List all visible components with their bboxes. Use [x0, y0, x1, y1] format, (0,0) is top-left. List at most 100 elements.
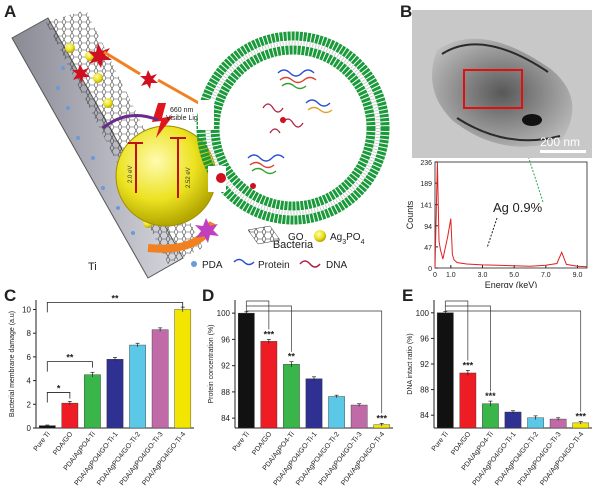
y-axis-label: DNA intact ratio (%) — [407, 333, 414, 394]
ag-pointer — [486, 217, 498, 249]
comparison-line — [445, 300, 469, 361]
x-tick-label: 3.0 — [478, 272, 488, 279]
ev1-label: 2.0 eV — [128, 166, 134, 183]
y-tick-label: 88 — [420, 386, 429, 395]
panel-letter-b: B — [400, 2, 413, 21]
x-tick-label: PDA/AgPO4/GO-Ti-4 — [340, 431, 386, 487]
y-tick-label: 96 — [420, 334, 429, 343]
bar — [260, 341, 278, 429]
y-tick-label: 92 — [221, 362, 230, 371]
band-diagram — [128, 137, 186, 198]
bar — [151, 329, 169, 429]
x-tick-label: PDA/AgPO4/GO-Ti-1 — [74, 431, 120, 487]
y-tick-label: 2 — [27, 400, 32, 409]
x-tick-label: PDA/AgPO4/GO-Ti-2 — [295, 431, 341, 487]
bar — [283, 364, 300, 429]
y-tick-label: 4 — [27, 377, 32, 386]
legend-ag-icon — [314, 230, 326, 242]
significance-label: ** — [111, 293, 119, 303]
bar — [350, 404, 368, 429]
legend-pda-icon — [191, 261, 197, 267]
eds-y-label: Counts — [405, 200, 415, 229]
y-axis-label: Protein concentration (%) — [208, 325, 215, 404]
visible-light-label: 660 nm Visible Light — [166, 107, 204, 122]
y-tick-label: 10 — [22, 305, 31, 314]
x-tick-label: 7.0 — [541, 272, 551, 279]
scalebar-label: 200 nm — [540, 135, 580, 149]
x-tick-label: PDA/AgPO4/GO-Ti-2 — [96, 431, 142, 487]
bar — [436, 312, 454, 429]
y-tick-label: 0 — [428, 266, 432, 273]
ti-label: Ti — [88, 261, 97, 273]
bar — [61, 402, 79, 429]
significance-label: *** — [485, 391, 496, 401]
significance-label: *** — [575, 412, 586, 422]
scalebar — [540, 150, 586, 153]
x-tick-label: PDA/AgPO4/GO-Ti-4 — [539, 431, 585, 487]
legend-pda-label: PDA — [202, 260, 223, 271]
y-tick-label: 94 — [424, 224, 432, 231]
ros-star-pink — [195, 218, 219, 243]
comparison-line — [445, 310, 582, 412]
bar — [305, 378, 323, 429]
panel-letter-c: C — [4, 286, 17, 305]
x-tick-label: PDA/AgPO4/GO-Ti-3 — [119, 431, 165, 487]
electron-arrow — [102, 114, 159, 130]
eds-line — [434, 161, 588, 269]
y-axis-label: Bacterial membrane damage (a.u) — [9, 311, 16, 417]
bar — [482, 403, 499, 429]
significance-label: *** — [376, 413, 387, 423]
y-tick-label: 47 — [424, 245, 432, 252]
legend-ag-label: Ag3PO4 — [330, 232, 365, 246]
x-tick-label: PDA/AgPO4/GO-Ti-1 — [472, 431, 518, 487]
y-tick-label: 141 — [420, 203, 432, 210]
bacteria-label: Bacteria — [273, 239, 314, 251]
x-tick-label: Pure Ti — [431, 431, 450, 453]
y-tick-label: 100 — [416, 309, 430, 318]
y-tick-label: 92 — [420, 360, 429, 369]
bar — [459, 372, 477, 429]
legend-protein-icon — [233, 258, 255, 266]
bar — [106, 359, 124, 429]
x-tick-label: 0 — [433, 272, 437, 279]
x-tick-label: PDA/AgPO4/GO-Ti-3 — [517, 431, 563, 487]
y-tick-label: 0 — [27, 424, 32, 433]
legend-go — [247, 225, 281, 245]
y-tick-label: 236 — [420, 160, 432, 167]
y-tick-label: 6 — [27, 353, 32, 362]
x-tick-label: PDA/AgPO4/GO-Ti-2 — [494, 431, 540, 487]
x-tick-label: PDA/AgPO4/GO-Ti-4 — [141, 431, 187, 487]
bacteria-membrane-outer — [196, 31, 390, 225]
eds-spectrum: 0 47 94 141 189 236 0 1.0 3.0 5.0 7.0 9.0 Energy (ke… — [405, 158, 588, 288]
light-bolt-icon — [152, 103, 173, 138]
ag-annotation: Ag 0.9% — [493, 200, 543, 215]
comparison-line — [246, 305, 292, 352]
legend-dna-icon — [299, 260, 321, 268]
bar — [174, 309, 192, 429]
panel-letter-e: E — [402, 286, 414, 305]
x-tick-label: 1.0 — [446, 272, 456, 279]
y-tick-label: 100 — [217, 309, 231, 318]
significance-label: ** — [66, 353, 74, 363]
x-tick-label: PDA/AgPO4/GO-Ti-1 — [273, 431, 319, 487]
significance-bracket — [46, 361, 93, 372]
pda-dots — [56, 66, 135, 235]
comparison-line — [246, 300, 270, 330]
bar — [328, 396, 345, 429]
x-tick-label: Pure Ti — [232, 431, 251, 453]
legend-go-label: GO — [288, 232, 304, 243]
x-tick-label: PDA/GO — [251, 430, 274, 456]
legend-protein-label: Protein — [258, 260, 290, 271]
y-tick-label: 96 — [221, 335, 230, 344]
y-tick-label: 189 — [420, 181, 432, 188]
x-tick-label: 9.0 — [573, 272, 583, 279]
eds-x-label: Energy (keV) — [485, 280, 538, 288]
significance-bracket — [46, 392, 71, 403]
x-tick-label: PDA/GO — [52, 430, 75, 456]
bacteria-membrane-inner — [210, 45, 376, 211]
y-tick-label: 8 — [27, 329, 32, 338]
x-tick-label: 5.0 — [509, 272, 519, 279]
significance-bracket — [46, 301, 184, 313]
legend-dna-label: DNA — [326, 260, 347, 271]
